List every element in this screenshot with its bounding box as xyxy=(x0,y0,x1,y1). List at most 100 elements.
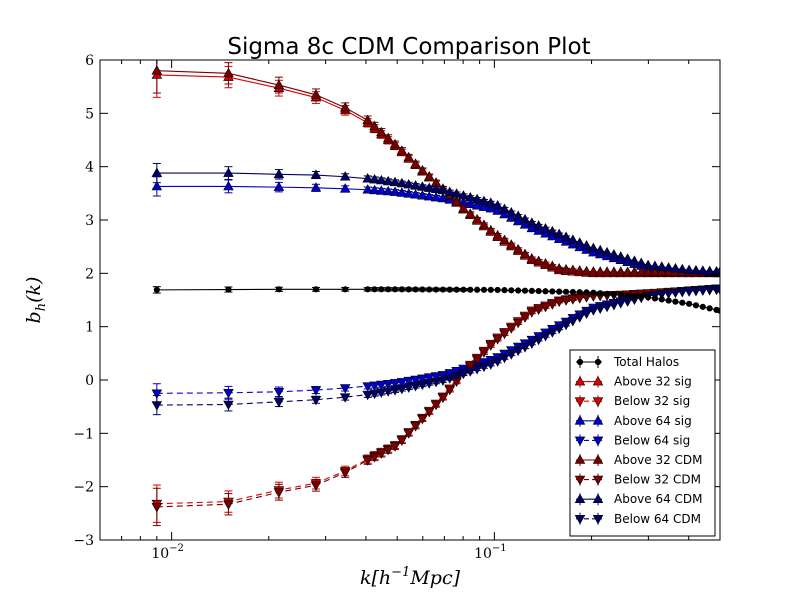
data-point xyxy=(492,335,503,345)
data-point xyxy=(492,229,503,240)
legend-marker xyxy=(574,415,586,425)
data-point xyxy=(615,251,627,261)
data-point xyxy=(382,387,394,397)
data-point xyxy=(692,302,700,309)
data-point xyxy=(704,265,715,276)
data-point xyxy=(492,357,503,367)
legend-marker xyxy=(574,475,586,486)
data-point xyxy=(382,132,394,143)
data-point xyxy=(567,264,579,274)
legend-item: Below 64 CDM xyxy=(574,512,701,526)
y-tick-label: −1 xyxy=(73,426,94,442)
data-point xyxy=(590,289,597,296)
legend-marker xyxy=(592,375,604,386)
y-tick-label: 1 xyxy=(85,320,94,336)
data-point xyxy=(501,287,508,294)
data-point xyxy=(677,287,688,298)
data-point xyxy=(615,266,627,276)
data-point xyxy=(533,220,544,230)
data-point xyxy=(553,263,565,273)
data-point xyxy=(508,287,515,294)
data-point xyxy=(506,239,517,249)
data-point xyxy=(642,266,654,277)
y-tick-label: 6 xyxy=(85,53,94,69)
data-point xyxy=(369,120,380,131)
data-point xyxy=(478,348,490,358)
data-point xyxy=(645,294,652,301)
data-point xyxy=(540,332,551,342)
data-point xyxy=(396,384,408,395)
data-point xyxy=(369,173,380,184)
legend-label: Above 32 sig xyxy=(614,375,692,389)
data-point xyxy=(533,335,544,346)
data-point xyxy=(658,296,665,303)
data-point xyxy=(560,296,572,306)
data-point xyxy=(574,313,585,323)
data-point xyxy=(376,449,387,459)
data-point xyxy=(526,217,538,227)
data-point xyxy=(716,307,720,314)
data-point xyxy=(663,289,674,299)
data-point xyxy=(567,234,579,244)
data-point xyxy=(478,219,490,229)
data-point xyxy=(594,244,606,255)
data-point xyxy=(423,182,435,192)
data-point xyxy=(396,378,408,388)
data-point xyxy=(437,393,449,404)
data-point xyxy=(223,389,234,399)
data-point xyxy=(378,286,385,293)
series-line xyxy=(156,288,720,312)
data-point xyxy=(430,191,442,202)
data-point xyxy=(649,266,661,277)
legend-label: Below 32 CDM xyxy=(614,473,701,487)
legend-marker xyxy=(592,436,604,447)
data-point xyxy=(437,376,449,386)
legend-item: Below 32 sig xyxy=(574,394,690,408)
data-point xyxy=(697,285,709,296)
data-point xyxy=(376,174,387,185)
data-point xyxy=(396,187,408,197)
y-axis-label: bh(k) xyxy=(23,277,49,324)
data-point xyxy=(273,168,285,179)
data-point xyxy=(339,102,351,112)
data-point xyxy=(275,286,283,293)
legend-marker xyxy=(594,358,602,366)
data-point xyxy=(471,193,483,204)
data-point xyxy=(417,164,428,175)
data-point xyxy=(597,290,604,297)
data-point xyxy=(499,234,510,245)
data-point xyxy=(382,175,394,186)
data-point xyxy=(369,452,380,463)
data-point xyxy=(339,171,351,181)
data-point xyxy=(273,488,285,498)
data-point xyxy=(683,287,695,297)
data-point xyxy=(444,369,456,379)
data-point xyxy=(460,286,467,293)
data-point xyxy=(362,173,373,183)
data-point xyxy=(465,208,476,218)
data-point xyxy=(567,295,579,305)
data-point xyxy=(362,184,373,194)
data-point xyxy=(396,177,408,188)
data-point xyxy=(583,289,590,296)
data-point xyxy=(642,259,654,270)
data-point xyxy=(465,362,476,372)
data-point xyxy=(223,167,234,177)
y-tick-label: 5 xyxy=(85,106,94,122)
data-point xyxy=(382,185,394,196)
data-point xyxy=(651,295,659,302)
data-point xyxy=(638,293,645,300)
legend-item: Total Halos xyxy=(576,355,679,369)
data-point xyxy=(608,300,620,311)
data-point xyxy=(403,151,414,162)
data-point xyxy=(364,286,371,293)
data-point xyxy=(512,210,524,220)
data-point xyxy=(574,265,585,275)
data-point xyxy=(382,445,394,456)
data-point xyxy=(339,468,351,479)
data-point xyxy=(376,388,387,398)
legend-item: Above 64 sig xyxy=(574,414,692,428)
data-point xyxy=(670,288,681,299)
legend-item: Below 64 sig xyxy=(574,433,690,447)
legend-label: Above 64 sig xyxy=(614,414,692,428)
